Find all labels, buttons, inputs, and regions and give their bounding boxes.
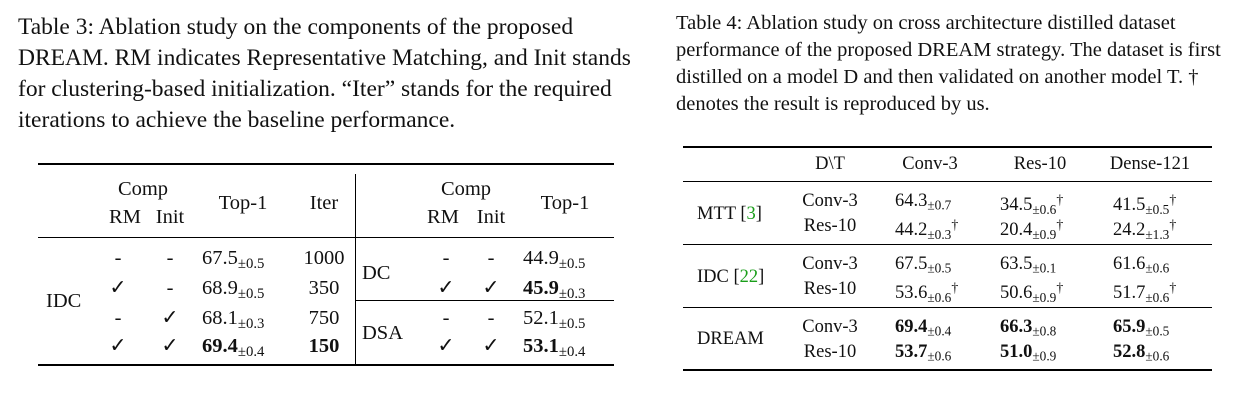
cell-top1: 52.1±0.5	[523, 307, 586, 333]
cell-value: 61.6±0.6	[1113, 254, 1170, 276]
table4-top-rule	[683, 146, 1212, 148]
cell-iter: 150	[308, 335, 340, 357]
table3-header-rule	[38, 237, 614, 238]
cell-value: 24.2±1.3†	[1113, 218, 1177, 242]
table4-group-rule	[683, 307, 1212, 308]
column-header: Conv-3	[902, 154, 958, 174]
cell-value: 53.6±0.6†	[895, 281, 959, 305]
cell-top1: 45.9±0.3	[523, 277, 586, 303]
row-group-label: IDC	[46, 290, 82, 312]
row-d-label: Conv-3	[802, 317, 858, 337]
cell-value: 65.9±0.5	[1113, 317, 1170, 339]
cell-value: 41.5±0.5†	[1113, 193, 1177, 217]
cell-iter: 350	[308, 277, 340, 299]
table3-bottom-rule	[38, 364, 614, 366]
cell-rm: -	[442, 307, 450, 329]
cell-rm: ✓	[437, 335, 455, 357]
row-group-label: DSA	[362, 322, 404, 344]
table4-group-rule	[683, 244, 1212, 245]
header-init: Init	[155, 206, 185, 228]
column-header: Dense-121	[1109, 154, 1191, 174]
method-label: IDC [22]	[697, 267, 765, 287]
cell-value: 51.7±0.6†	[1113, 281, 1177, 305]
header-init: Init	[476, 206, 506, 228]
cell-init: ✓	[161, 307, 179, 329]
cell-value: 64.3±0.7	[895, 191, 952, 213]
cell-top1: 68.9±0.5	[202, 277, 265, 303]
table4-bottom-rule	[683, 369, 1212, 371]
cell-top1: 69.4±0.4	[202, 335, 265, 361]
cell-top1: 67.5±0.5	[202, 247, 265, 273]
row-d-label: Res-10	[803, 342, 857, 362]
cell-init: -	[487, 247, 495, 269]
cell-top1: 68.1±0.3	[202, 307, 265, 333]
cell-init: -	[487, 307, 495, 329]
column-header: D\T	[815, 154, 845, 174]
cell-value: 69.4±0.4	[895, 317, 952, 339]
header-iter: Iter	[309, 192, 339, 214]
table3-mid-rule	[355, 300, 614, 301]
cell-value: 53.7±0.6	[895, 342, 952, 364]
header-rm: RM	[109, 206, 141, 228]
cell-rm: -	[114, 307, 122, 329]
cell-value: 67.5±0.5	[895, 254, 952, 276]
column-header: Res-10	[1013, 154, 1067, 174]
cell-top1: 53.1±0.4	[523, 335, 586, 361]
cell-init: -	[166, 277, 174, 299]
cell-value: 34.5±0.6†	[1000, 193, 1064, 217]
cell-init: ✓	[482, 277, 500, 299]
row-d-label: Conv-3	[802, 191, 858, 211]
table3-caption: Table 3: Ablation study on the component…	[18, 14, 631, 133]
cell-rm: -	[114, 247, 122, 269]
row-d-label: Res-10	[803, 216, 857, 236]
cell-value: 63.5±0.1	[1000, 254, 1057, 276]
header-top1: Top-1	[218, 192, 268, 214]
row-group-label: DC	[362, 262, 391, 284]
cell-rm: ✓	[109, 335, 127, 357]
cell-rm: ✓	[437, 277, 455, 299]
header-top1: Top-1	[540, 192, 590, 214]
cell-value: 50.6±0.9†	[1000, 281, 1064, 305]
method-label: DREAM	[697, 329, 764, 349]
row-d-label: Res-10	[803, 279, 857, 299]
cell-value: 52.8±0.6	[1113, 342, 1170, 364]
cell-value: 51.0±0.9	[1000, 342, 1057, 364]
method-label: MTT [3]	[697, 204, 762, 224]
table3-separator	[355, 174, 356, 364]
cell-top1: 44.9±0.5	[523, 247, 586, 273]
header-rm: RM	[427, 206, 459, 228]
cell-iter: 1000	[303, 247, 345, 269]
table4-caption: Table 4: Ablation study on cross archite…	[676, 12, 1221, 115]
cell-init: ✓	[482, 335, 500, 357]
cell-value: 44.2±0.3†	[895, 218, 959, 242]
cell-init: -	[166, 247, 174, 269]
cell-iter: 750	[308, 307, 340, 329]
header-comp: Comp	[117, 178, 169, 200]
table3-top-rule	[38, 163, 614, 165]
cell-value: 66.3±0.8	[1000, 317, 1057, 339]
cell-init: ✓	[161, 335, 179, 357]
cell-rm: -	[442, 247, 450, 269]
table4-header-rule	[683, 181, 1212, 182]
row-d-label: Conv-3	[802, 254, 858, 274]
cell-value: 20.4±0.9†	[1000, 218, 1064, 242]
header-comp: Comp	[440, 178, 492, 200]
cell-rm: ✓	[109, 277, 127, 299]
